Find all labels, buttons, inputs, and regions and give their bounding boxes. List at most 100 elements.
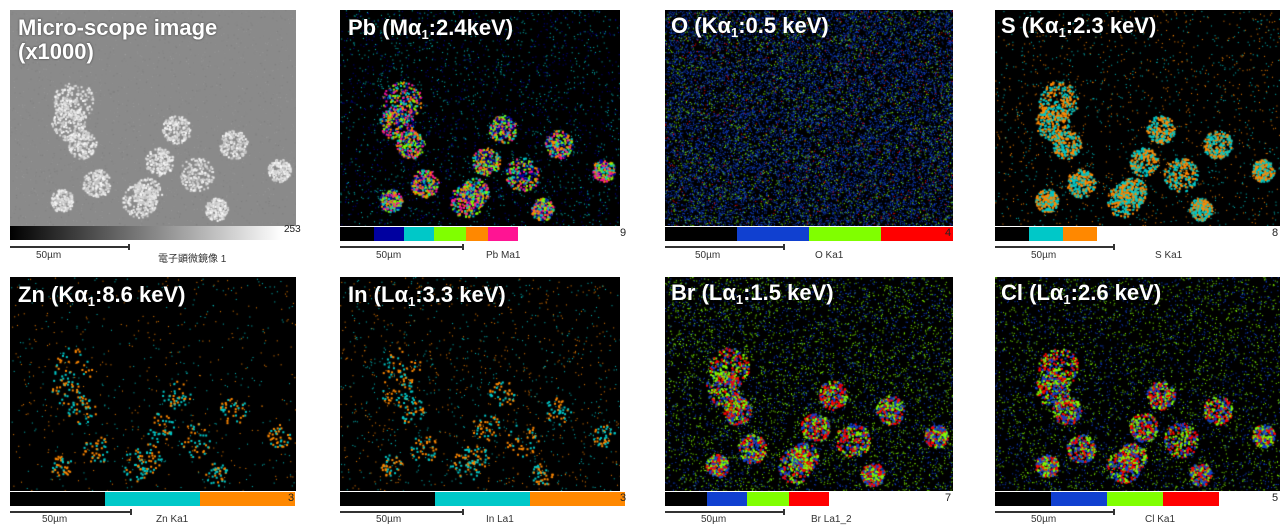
- scale-bar-end: [130, 509, 132, 515]
- scale-bar-end: [783, 509, 785, 515]
- panel-title: Micro-scope image (x1000): [18, 15, 218, 65]
- colorbar-segment: [1107, 492, 1163, 506]
- panel-title: Zn (Kα1:8.6 keV): [18, 282, 186, 309]
- colorbar: [995, 227, 1280, 241]
- scale-label: 50µm: [36, 250, 62, 261]
- scale-bar-end: [462, 244, 464, 250]
- map-label: 電子顕微鏡像 1: [158, 254, 227, 265]
- sem-image: Micro-scope image (x1000): [10, 10, 296, 226]
- colorbar-segment: [340, 492, 435, 506]
- element-map: Br (Lα1:1.5 keV): [665, 277, 953, 491]
- colorbar-segment: [747, 492, 789, 506]
- scale-bar-end: [1113, 509, 1115, 515]
- scale-bar: [995, 511, 1115, 513]
- scale-bar: [665, 246, 785, 248]
- scale-label: 50µm: [376, 514, 402, 525]
- colorbar-max-value: 9: [620, 227, 627, 239]
- element-map-canvas: [340, 10, 620, 226]
- panel-pb: Pb (Mα1:2.4keV) 9 50µm Pb Ma1: [340, 10, 630, 268]
- colorbar-segment: [995, 492, 1051, 506]
- colorbar-segment: [435, 492, 530, 506]
- map-label: Pb Ma1: [486, 250, 521, 261]
- element-map-canvas: [665, 277, 953, 491]
- colorbar-segment: [466, 227, 488, 241]
- panel-o: O (Kα1:0.5 keV) 4 50µm O Ka1: [665, 10, 960, 268]
- panel-br: Br (Lα1:1.5 keV) 7 50µm Br La1_2: [665, 277, 960, 527]
- element-map-canvas: [995, 277, 1280, 491]
- colorbar-max-value: 7: [945, 492, 952, 504]
- panel-in: In (Lα1:3.3 keV) 3 50µm In La1: [340, 277, 630, 527]
- colorbar-segment: [1051, 492, 1107, 506]
- colorbar-segment: [434, 227, 466, 241]
- scale-label: 50µm: [42, 514, 68, 525]
- colorbar: [995, 492, 1280, 506]
- colorbar-segment: [881, 227, 953, 241]
- element-map-canvas: [665, 10, 953, 226]
- colorbar-max-value: 3: [620, 492, 627, 504]
- colorbar: [665, 492, 960, 506]
- colorbar-max-value: 5: [1272, 492, 1279, 504]
- map-label: In La1: [486, 514, 514, 525]
- colorbar-segment: [1029, 227, 1063, 241]
- colorbar-segment: [809, 227, 881, 241]
- map-label: Zn Ka1: [156, 514, 189, 525]
- panel-title: Pb (Mα1:2.4keV): [348, 15, 514, 42]
- panel-zn: Zn (Kα1:8.6 keV) 3 50µm Zn Ka1: [10, 277, 300, 527]
- colorbar-segment: [404, 227, 434, 241]
- scale-bar: [10, 246, 130, 248]
- panel-s: S (Kα1:2.3 keV) 8 50µm S Ka1: [995, 10, 1280, 268]
- map-label: Br La1_2: [811, 514, 852, 525]
- colorbar: [665, 227, 960, 241]
- colorbar-segment: [340, 227, 374, 241]
- element-map: S (Kα1:2.3 keV): [995, 10, 1280, 226]
- panel-cl: Cl (Lα1:2.6 keV) 5 50µm Cl Ka1: [995, 277, 1280, 527]
- scale-bar-end: [462, 509, 464, 515]
- element-map: Zn (Kα1:8.6 keV): [10, 277, 296, 491]
- colorbar-segment: [665, 227, 737, 241]
- map-label: O Ka1: [815, 250, 844, 261]
- scale-bar: [995, 246, 1115, 248]
- panel-title: Br (Lα1:1.5 keV): [671, 280, 834, 307]
- colorbar-segment: [488, 227, 518, 241]
- colorbar: [10, 492, 300, 506]
- scale-label: 50µm: [1031, 514, 1057, 525]
- colorbar-segment: [10, 492, 105, 506]
- panel-title: S (Kα1:2.3 keV): [1001, 13, 1157, 40]
- scale-bar: [10, 511, 132, 513]
- scale-label: 50µm: [695, 250, 721, 261]
- colorbar-segment: [1163, 492, 1219, 506]
- element-map-canvas: [340, 277, 620, 491]
- colorbar-segment: [665, 492, 707, 506]
- colorbar-segment: [374, 227, 404, 241]
- colorbar-segment: [105, 492, 200, 506]
- scale-bar: [340, 246, 464, 248]
- scale-label: 50µm: [376, 250, 402, 261]
- colorbar-segment: [737, 227, 809, 241]
- colorbar: [340, 227, 630, 241]
- panel-micro-scope: Micro-scope image (x1000) 253 50µm 電子顕微鏡…: [10, 10, 301, 268]
- scale-bar-end: [1113, 244, 1115, 250]
- colorbar-segment: [1063, 227, 1097, 241]
- colorbar: 253: [10, 224, 301, 240]
- element-map: Pb (Mα1:2.4keV): [340, 10, 620, 226]
- colorbar-gradient: [10, 226, 282, 240]
- colorbar-max-value: 8: [1272, 227, 1279, 239]
- scale-bar-end: [783, 244, 785, 250]
- colorbar-segment: [530, 492, 625, 506]
- colorbar-segment: [707, 492, 747, 506]
- scale-bar-end: [128, 244, 130, 250]
- sem-image-canvas: [10, 10, 296, 226]
- panel-title: O (Kα1:0.5 keV): [671, 13, 829, 40]
- colorbar-segment: [200, 492, 295, 506]
- panel-title: In (Lα1:3.3 keV): [348, 282, 506, 309]
- scale-bar: [340, 511, 464, 513]
- element-map: O (Kα1:0.5 keV): [665, 10, 953, 226]
- colorbar-max-value: 253: [284, 224, 301, 235]
- colorbar-segment: [789, 492, 829, 506]
- element-map-canvas: [995, 10, 1280, 226]
- colorbar-segment: [995, 227, 1029, 241]
- panel-title: Cl (Lα1:2.6 keV): [1001, 280, 1162, 307]
- map-label: Cl Ka1: [1145, 514, 1176, 525]
- element-map: In (Lα1:3.3 keV): [340, 277, 620, 491]
